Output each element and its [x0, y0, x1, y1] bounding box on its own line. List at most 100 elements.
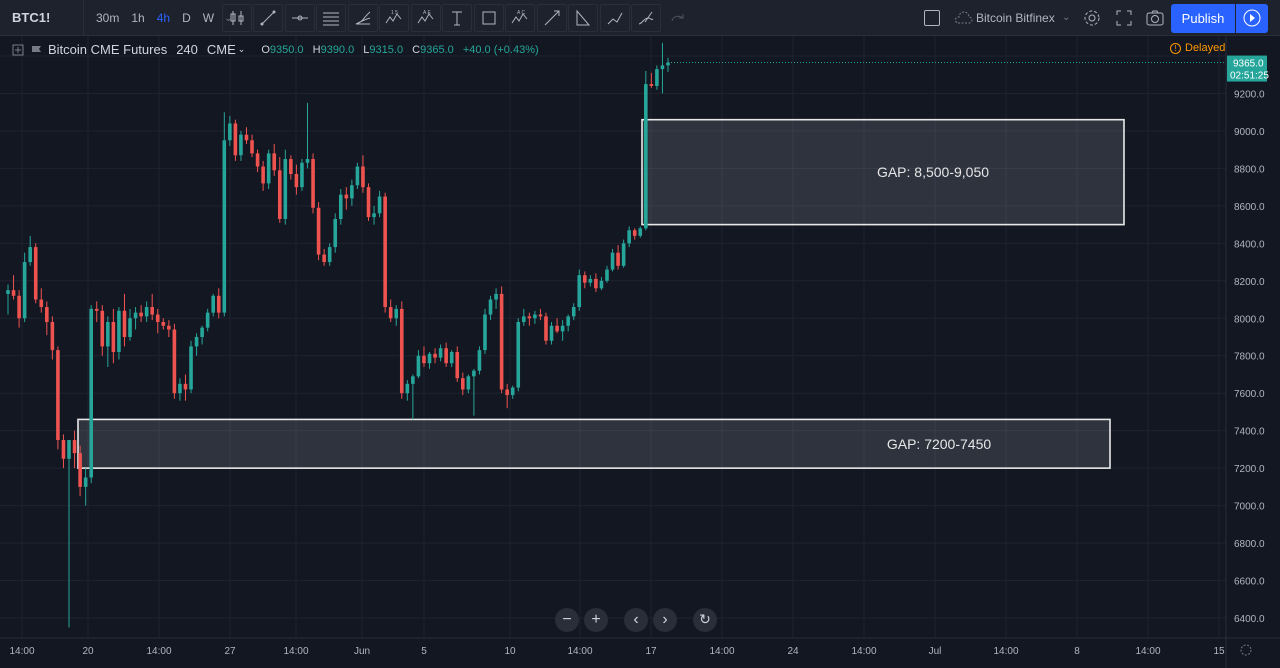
- pitchfork-icon[interactable]: [348, 4, 378, 32]
- candles-icon[interactable]: [222, 4, 252, 32]
- candle-body: [200, 327, 204, 337]
- path-tool-icon[interactable]: [600, 4, 630, 32]
- candle-body: [6, 290, 10, 294]
- text-tool-icon[interactable]: [442, 4, 472, 32]
- candle-body: [616, 252, 620, 266]
- change-value: +40.0 (+0.43%): [462, 43, 539, 56]
- candle-body: [283, 159, 288, 219]
- candle-body: [327, 247, 332, 263]
- price-tick-label: 7200.0: [1234, 464, 1265, 475]
- candle-body: [50, 322, 55, 351]
- candle-body: [250, 140, 254, 154]
- fullscreen-icon[interactable]: [1115, 9, 1133, 27]
- elliott-wave-icon[interactable]: 1 5: [379, 4, 409, 32]
- horizontal-line-icon[interactable]: [285, 4, 315, 32]
- candle-body: [632, 230, 637, 236]
- zoom-out-button[interactable]: −: [555, 608, 579, 632]
- interval-d[interactable]: D: [182, 11, 191, 25]
- axis-settings-gear-icon[interactable]: [1240, 644, 1252, 656]
- candle-body: [571, 307, 576, 317]
- time-tick-label: 10: [504, 646, 516, 657]
- gap-annotation-box[interactable]: [77, 418, 1111, 469]
- publish-button[interactable]: Publish: [1171, 4, 1235, 33]
- candle-body: [377, 196, 382, 214]
- legend-exchange: CME: [206, 42, 236, 57]
- price-chart[interactable]: GAP: 8,500-9,050 GAP: 7200-7450 9200.0 9000…: [0, 36, 1280, 668]
- price-tick-label: 8000.0: [1234, 314, 1265, 325]
- reset-chart-button[interactable]: ↻: [693, 608, 717, 632]
- candle-body: [361, 166, 365, 188]
- redo-icon[interactable]: [663, 4, 693, 32]
- candle-body: [205, 312, 210, 328]
- gear-icon[interactable]: [1083, 9, 1101, 27]
- interval-30m[interactable]: 30m: [96, 11, 120, 25]
- abcde-pattern-icon[interactable]: A E: [411, 4, 441, 32]
- candle-body: [666, 62, 670, 66]
- close-value: 9365.0: [420, 43, 454, 56]
- candle-body: [167, 325, 171, 330]
- candle-body: [211, 295, 216, 313]
- candle-body: [355, 166, 360, 186]
- candle-body: [22, 262, 27, 319]
- camera-icon[interactable]: [1145, 9, 1165, 27]
- triangle-tool-icon[interactable]: [568, 4, 598, 32]
- candle-body: [472, 370, 476, 377]
- interval-4h[interactable]: 4h: [156, 11, 171, 25]
- price-tick-label: 7000.0: [1234, 502, 1265, 513]
- play-button[interactable]: [1236, 4, 1268, 33]
- time-tick-label: 14:00: [146, 646, 171, 657]
- time-tick-label: Jul: [929, 646, 942, 657]
- chevron-down-icon[interactable]: ⌄: [237, 44, 246, 54]
- rectangle-tool-icon[interactable]: [474, 4, 504, 32]
- candle-body: [416, 355, 421, 377]
- candle-body: [161, 322, 166, 326]
- candle-body: [39, 299, 44, 308]
- candle-body: [399, 308, 404, 394]
- data-source[interactable]: Bitcoin Bitfinex: [976, 11, 1055, 25]
- candle-body: [433, 353, 437, 358]
- candle-body: [488, 299, 493, 315]
- gap-annotation-box[interactable]: [641, 118, 1125, 226]
- interval-1h[interactable]: 1h: [131, 11, 145, 25]
- candle-body: [28, 247, 32, 263]
- candle-body: [239, 134, 243, 156]
- flag-icon[interactable]: [30, 44, 44, 56]
- low-value: 9315.0: [369, 43, 404, 56]
- brush-tool-icon[interactable]: [631, 4, 661, 32]
- candle-body: [372, 213, 376, 218]
- candle-body: [605, 269, 609, 281]
- scroll-right-button[interactable]: ›: [653, 608, 677, 632]
- candle-body: [510, 387, 515, 396]
- time-tick-label: Jun: [354, 646, 370, 657]
- candle-body: [106, 322, 110, 347]
- chart-legend: Bitcoin CME Futures 240 CME ⌄ O9350.0 H9…: [12, 42, 545, 57]
- candle-body: [388, 307, 393, 319]
- time-tick-label: 14:00: [851, 646, 876, 657]
- symbol-search[interactable]: BTC1!: [0, 0, 84, 36]
- candle-body: [333, 218, 338, 248]
- candle-body: [621, 243, 626, 266]
- arrow-tool-icon[interactable]: [537, 4, 567, 32]
- candle-body: [599, 280, 604, 289]
- interval-w[interactable]: W: [202, 11, 215, 25]
- candle-body: [144, 307, 149, 317]
- zoom-in-button[interactable]: +: [584, 608, 608, 632]
- gap-annotation-label: GAP: 7200-7450: [887, 436, 992, 452]
- candle-body: [460, 378, 465, 390]
- fullscreen-rect-icon[interactable]: [924, 10, 940, 26]
- chevron-down-icon[interactable]: ⌄: [224, 12, 233, 24]
- parallel-channel-icon[interactable]: [316, 4, 346, 32]
- chevron-down-icon[interactable]: ⌄: [1062, 12, 1071, 23]
- candle-body: [594, 278, 598, 289]
- candle-body: [216, 295, 221, 313]
- play-icon: [1243, 9, 1261, 27]
- trend-line-icon[interactable]: [253, 4, 283, 32]
- expand-icon[interactable]: [12, 44, 24, 56]
- candle-body: [405, 383, 410, 394]
- candle-body: [560, 325, 565, 332]
- scroll-left-button[interactable]: ‹: [624, 608, 648, 632]
- candle-body: [583, 275, 587, 283]
- svg-text:A E: A E: [423, 10, 431, 16]
- xabcd-pattern-icon[interactable]: A C: [505, 4, 535, 32]
- candle-body: [111, 322, 116, 352]
